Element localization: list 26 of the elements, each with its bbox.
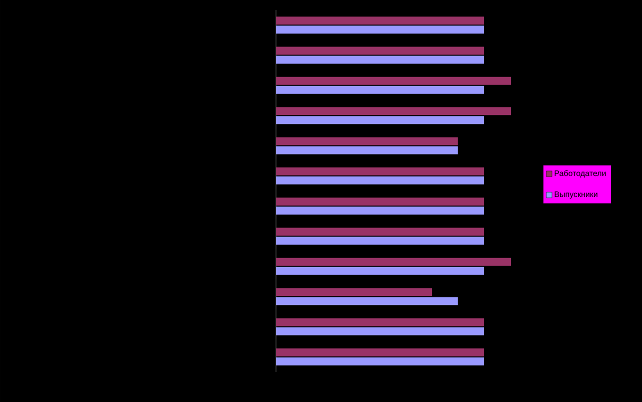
- bar: [276, 76, 512, 85]
- bar: [276, 116, 484, 124]
- legend-label: Выпускники: [554, 192, 598, 199]
- bar: [276, 297, 458, 306]
- bar: [276, 198, 484, 206]
- bar: [276, 327, 484, 336]
- bar: [276, 107, 512, 116]
- bar: [276, 26, 484, 34]
- bar: [276, 348, 484, 356]
- bar: [276, 318, 484, 326]
- bar: [276, 86, 484, 94]
- bar: [276, 167, 484, 176]
- bar: [276, 137, 458, 146]
- bar: [276, 176, 484, 184]
- bar: [276, 236, 484, 245]
- bar: [276, 46, 484, 55]
- bar: [276, 228, 484, 236]
- bar: [276, 258, 512, 266]
- bar: [276, 266, 484, 275]
- bar: [276, 206, 484, 215]
- bar: [276, 16, 484, 25]
- bar: [276, 357, 484, 366]
- bar: [276, 288, 432, 296]
- bar: [276, 56, 484, 64]
- legend-label: Работодатели: [554, 170, 606, 178]
- bar: [276, 146, 458, 154]
